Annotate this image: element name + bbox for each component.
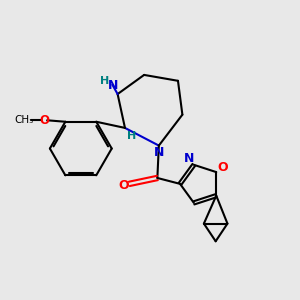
Text: CH₃: CH₃: [14, 115, 33, 125]
Text: O: O: [39, 114, 49, 127]
Text: H: H: [100, 76, 109, 86]
Text: N: N: [183, 152, 194, 165]
Text: H: H: [127, 131, 136, 141]
Text: O: O: [119, 179, 129, 192]
Text: O: O: [218, 161, 228, 174]
Text: N: N: [108, 79, 119, 92]
Text: N: N: [154, 146, 164, 159]
